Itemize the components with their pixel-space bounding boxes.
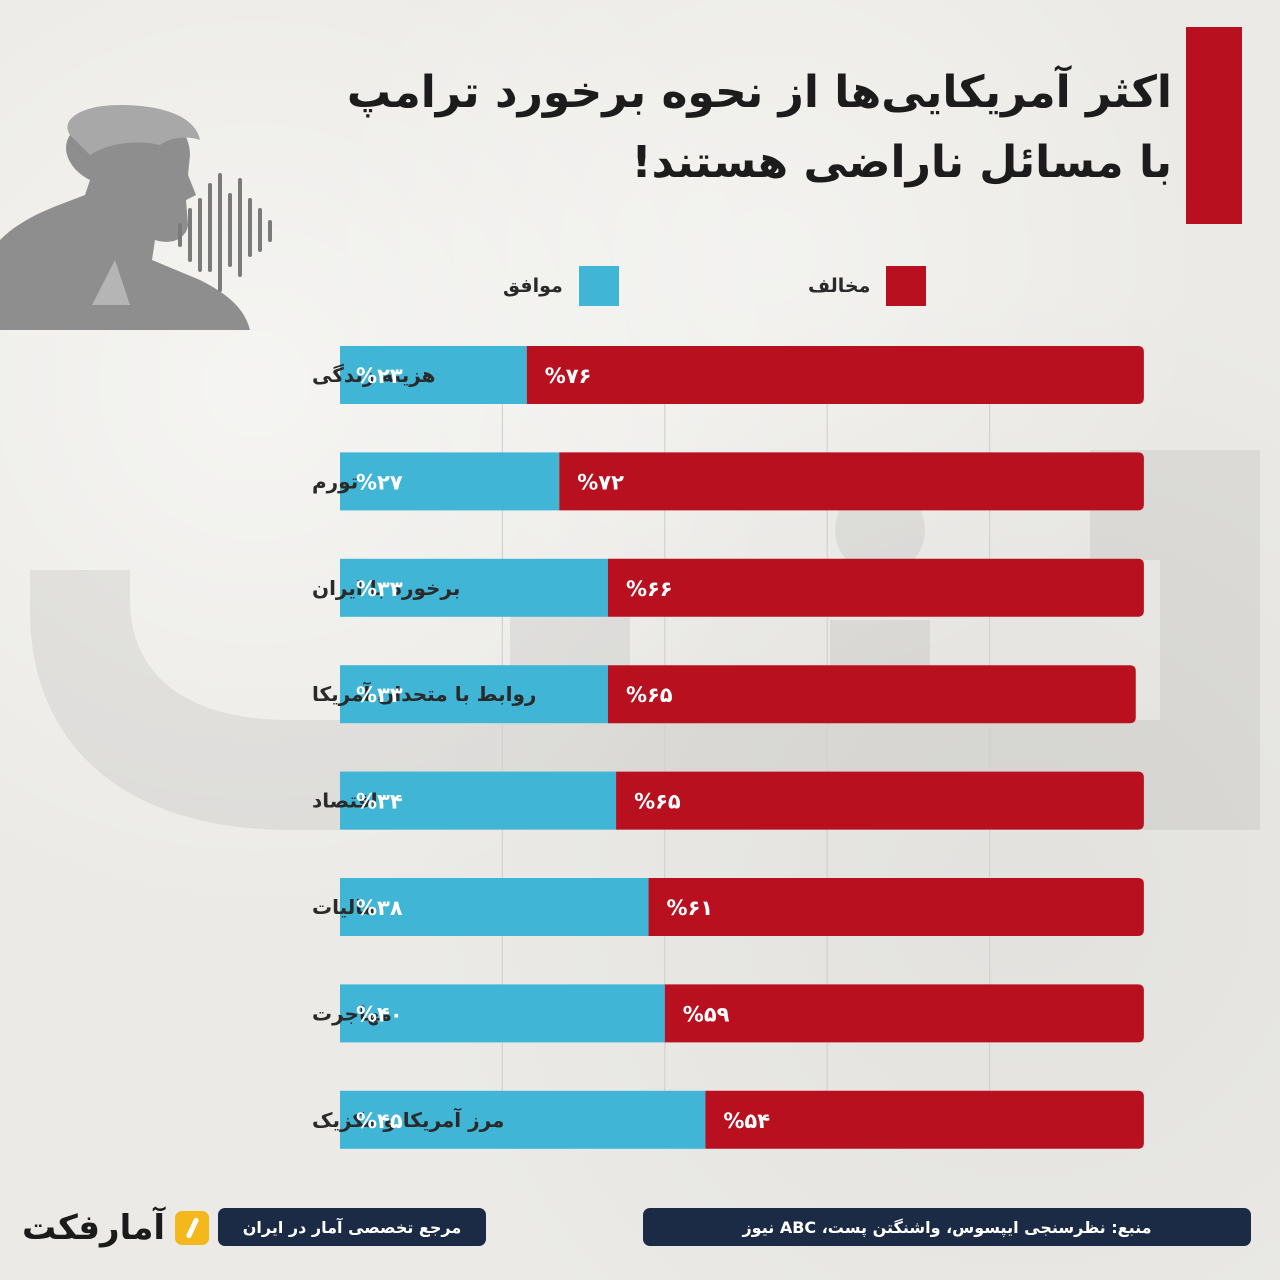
value-label-agree: %۲۳ <box>356 364 403 388</box>
category-label: مرز آمریکا و مکزیک <box>312 1107 504 1132</box>
category-label: روابط با متحدان آمریکا <box>312 681 536 706</box>
tagline-text: مرجع تخصصی آمار در ایران <box>242 1217 462 1237</box>
category-label: تورم <box>312 469 358 493</box>
category-label: هزینه زندگی <box>312 363 436 387</box>
legend-agree-swatch <box>578 266 619 306</box>
value-label-oppose: %۶۶ <box>626 577 673 601</box>
bar-oppose <box>559 452 1144 511</box>
bar-agree <box>340 665 608 724</box>
legend-agree-label: موافق <box>503 275 563 297</box>
value-label-oppose: %۶۵ <box>626 683 673 707</box>
chart-title-line-2: با مسائل ناراضی هستند! <box>631 137 1172 188</box>
value-label-agree: %۲۷ <box>356 470 403 494</box>
bar-oppose <box>664 984 1144 1043</box>
title-accent-bar <box>1186 27 1242 224</box>
value-label-agree: %۳۸ <box>356 896 403 920</box>
value-label-oppose: %۵۴ <box>723 1109 770 1133</box>
legend-agree: موافق <box>503 266 619 306</box>
speaker-silhouette-icon <box>0 105 272 330</box>
value-label-oppose: %۷۶ <box>545 364 592 388</box>
category-label: برخورد با ایران <box>312 576 460 600</box>
category-label: مهاجرت <box>312 1001 392 1025</box>
legend-oppose-label: مخالف <box>808 275 871 297</box>
bar-agree <box>340 558 608 617</box>
bar-oppose <box>526 346 1144 404</box>
value-label-oppose: %۷۲ <box>577 470 624 494</box>
value-label-oppose: %۶۵ <box>634 790 681 814</box>
value-label-oppose: %۶۱ <box>667 896 714 920</box>
legend-oppose-swatch <box>886 266 927 306</box>
value-label-agree: %۴۰ <box>356 1002 403 1026</box>
chart-title-line-1: اکثر آمریکایی‌ها از نحوه برخورد ترامپ <box>346 67 1172 118</box>
bar-agree <box>340 878 649 936</box>
brand-logo-badge-icon <box>175 1211 210 1245</box>
bar-agree <box>340 346 527 404</box>
brand-logo: آمارفکت <box>22 1200 210 1256</box>
source-text: منبع: نظرسنجی ایپسوس، واشنگتن پست، ABC ن… <box>742 1217 1152 1237</box>
value-label-agree: %۳۳ <box>356 683 403 707</box>
value-label-oppose: %۵۹ <box>683 1002 730 1026</box>
tagline-footer: مرجع تخصصی آمار در ایران <box>218 1208 486 1246</box>
legend-oppose: مخالف <box>808 266 927 306</box>
bar-oppose <box>607 665 1136 724</box>
source-footer: منبع: نظرسنجی ایپسوس، واشنگتن پست، ABC ن… <box>643 1208 1251 1246</box>
value-label-agree: %۳۴ <box>356 790 403 814</box>
bar-agree <box>340 984 665 1043</box>
category-label: اقتصاد <box>312 789 378 813</box>
bar-oppose <box>607 558 1144 617</box>
value-label-agree: %۳۳ <box>356 577 403 601</box>
bar-oppose <box>648 878 1144 936</box>
bar-oppose <box>705 1090 1144 1149</box>
category-label: مالیات <box>312 895 375 919</box>
bar-agree <box>340 771 617 830</box>
chart-title: اکثر آمریکایی‌ها از نحوه برخورد ترامپ با… <box>212 58 1172 198</box>
bar-oppose <box>616 771 1144 830</box>
bar-agree <box>340 1090 706 1149</box>
bar-agree <box>340 452 560 511</box>
brand-logo-text: آمارفکت <box>22 1208 166 1248</box>
value-label-agree: %۴۵ <box>356 1109 403 1133</box>
